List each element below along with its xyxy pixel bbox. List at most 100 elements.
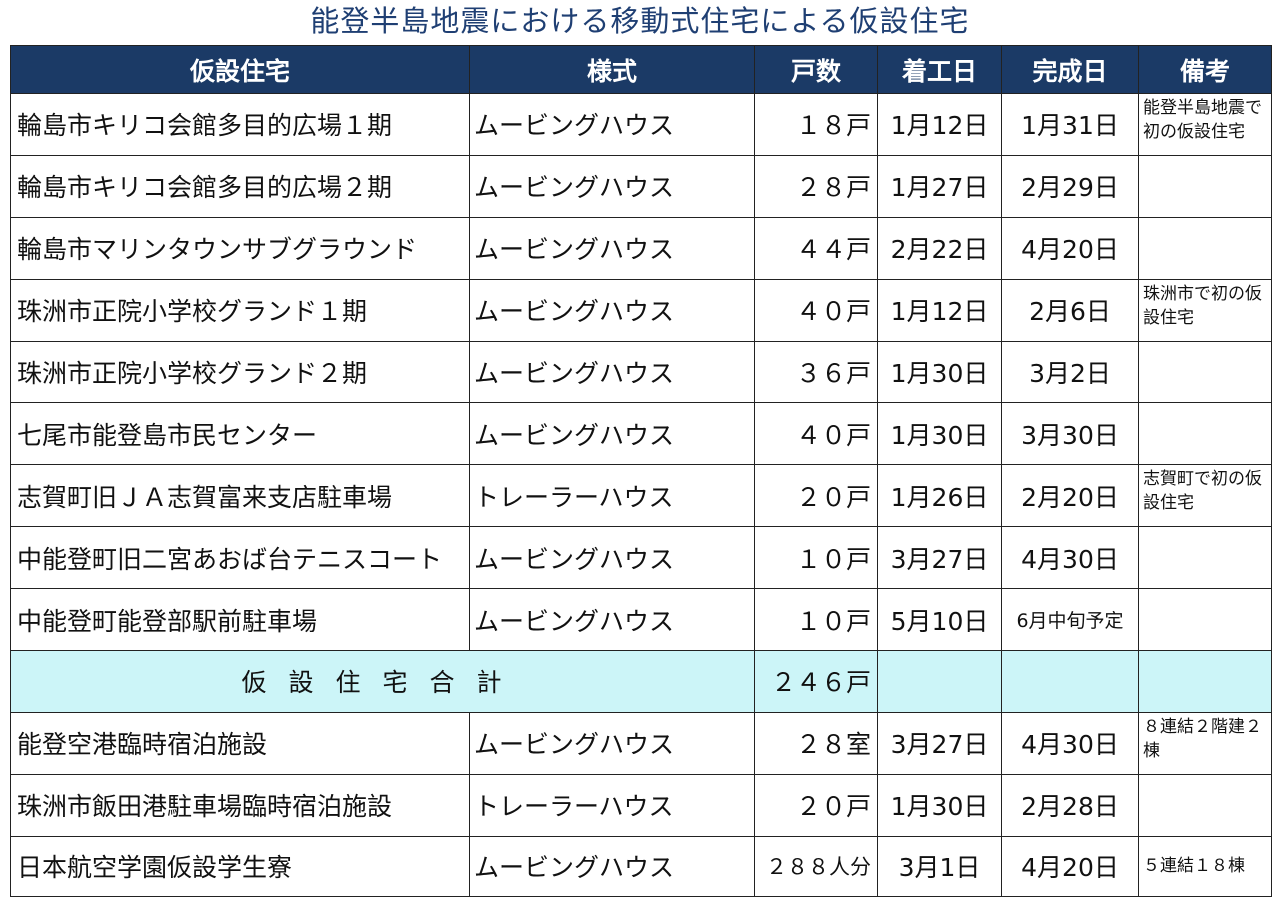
header-start-date: 着工日 [877, 45, 1002, 94]
start-date-cell: 1月26日 [877, 464, 1002, 528]
housing-name-cell: 七尾市能登島市民センター [10, 402, 470, 466]
housing-name-cell: 珠洲市飯田港駐車場臨時宿泊施設 [10, 773, 470, 837]
housing-name-cell: 珠洲市正院小学校グランド２期 [10, 340, 470, 404]
temporary-housing-table: 仮設住宅 様式 戸数 着工日 完成日 備考 輪島市キリコ会館多目的広場１期 ムービ… [10, 45, 1272, 897]
header-style: 様式 [469, 45, 755, 94]
start-date-cell: 1月27日 [877, 154, 1002, 218]
table-row: 日本航空学園仮設学生寮 ムービングハウス ２８８人分 3月1日 4月20日 ５連結１８棟 [10, 835, 1272, 897]
start-date-cell: 5月10日 [877, 588, 1002, 652]
start-date-cell: 3月27日 [877, 526, 1002, 590]
style-cell: ムービングハウス [469, 402, 755, 466]
units-cell: ４４戸 [754, 216, 878, 280]
style-cell: ムービングハウス [469, 526, 755, 590]
table-row: 珠洲市飯田港駐車場臨時宿泊施設 トレーラーハウス ２０戸 1月30日 2月28日 [10, 773, 1272, 837]
start-date-cell: 2月22日 [877, 216, 1002, 280]
notes-cell [1138, 588, 1272, 652]
start-date-cell: 3月1日 [877, 835, 1002, 897]
units-cell: ２０戸 [754, 464, 878, 528]
table-row: 珠洲市正院小学校グランド１期 ムービングハウス ４０戸 1月12日 2月6日 珠洲市で初の… [10, 278, 1272, 342]
complete-date-cell: 3月30日 [1001, 402, 1139, 466]
units-cell: １０戸 [754, 588, 878, 652]
notes-cell: 志賀町で初の仮設住宅 [1138, 464, 1272, 528]
table-row: 輪島市キリコ会館多目的広場１期 ムービングハウス １８戸 1月12日 1月31日 能登半島… [10, 93, 1272, 156]
start-date-cell: 3月27日 [877, 711, 1002, 775]
units-cell: ２０戸 [754, 773, 878, 837]
style-cell: ムービングハウス [469, 711, 755, 775]
notes-cell [1138, 154, 1272, 218]
total-label: 仮設住宅合計 [10, 650, 755, 713]
complete-date-cell: 3月2日 [1001, 340, 1139, 404]
total-row: 仮設住宅合計 ２４６戸 [10, 650, 1272, 713]
table-row: 輪島市キリコ会館多目的広場２期 ムービングハウス ２８戸 1月27日 2月29日 [10, 154, 1272, 218]
style-cell: トレーラーハウス [469, 464, 755, 528]
notes-cell [1138, 216, 1272, 280]
notes-cell: 能登半島地震で初の仮設住宅 [1138, 93, 1272, 156]
style-cell: トレーラーハウス [469, 773, 755, 837]
start-date-cell: 1月30日 [877, 340, 1002, 404]
units-cell: １０戸 [754, 526, 878, 590]
start-date-cell: 1月12日 [877, 93, 1002, 156]
complete-date-cell: 1月31日 [1001, 93, 1139, 156]
table-row: 中能登町旧二宮あおば台テニスコート ムービングハウス １０戸 3月27日 4月30日 [10, 526, 1272, 590]
units-cell: ４０戸 [754, 278, 878, 342]
housing-name-cell: 輪島市キリコ会館多目的広場２期 [10, 154, 470, 218]
notes-cell [1138, 340, 1272, 404]
header-housing: 仮設住宅 [10, 45, 470, 94]
style-cell: ムービングハウス [469, 340, 755, 404]
page-title: 能登半島地震における移動式住宅による仮設住宅 [310, 4, 970, 38]
units-cell: ２８室 [754, 711, 878, 775]
total-empty-start [877, 650, 1002, 713]
header-notes: 備考 [1138, 45, 1272, 94]
complete-date-cell: 6月中旬予定 [1001, 588, 1139, 652]
header-units: 戸数 [754, 45, 878, 94]
table-row: 志賀町旧ＪＡ志賀富来支店駐車場 トレーラーハウス ２０戸 1月26日 2月20日 志賀町で… [10, 464, 1272, 528]
complete-date-cell: 2月20日 [1001, 464, 1139, 528]
complete-date-cell: 4月20日 [1001, 216, 1139, 280]
table-row: 能登空港臨時宿泊施設 ムービングハウス ２８室 3月27日 4月30日 ８連結２階建２棟 [10, 711, 1272, 775]
housing-name-cell: 日本航空学園仮設学生寮 [10, 835, 470, 897]
start-date-cell: 1月30日 [877, 402, 1002, 466]
total-empty-complete [1001, 650, 1139, 713]
table-row: 珠洲市正院小学校グランド２期 ムービングハウス ３６戸 1月30日 3月2日 [10, 340, 1272, 404]
housing-name-cell: 輪島市マリンタウンサブグラウンド [10, 216, 470, 280]
complete-date-cell: 2月6日 [1001, 278, 1139, 342]
units-cell: ２８８人分 [754, 835, 878, 897]
style-cell: ムービングハウス [469, 278, 755, 342]
table-row: 七尾市能登島市民センター ムービングハウス ４０戸 1月30日 3月30日 [10, 402, 1272, 466]
units-cell: ４０戸 [754, 402, 878, 466]
housing-name-cell: 中能登町能登部駅前駐車場 [10, 588, 470, 652]
table-row: 輪島市マリンタウンサブグラウンド ムービングハウス ４４戸 2月22日 4月20日 [10, 216, 1272, 280]
complete-date-cell: 2月28日 [1001, 773, 1139, 837]
housing-name-cell: 志賀町旧ＪＡ志賀富来支店駐車場 [10, 464, 470, 528]
housing-name-cell: 輪島市キリコ会館多目的広場１期 [10, 93, 470, 156]
notes-cell [1138, 402, 1272, 466]
complete-date-cell: 4月20日 [1001, 835, 1139, 897]
table-body: 輪島市キリコ会館多目的広場１期 ムービングハウス １８戸 1月12日 1月31日 能登半島… [10, 93, 1272, 897]
units-cell: ２８戸 [754, 154, 878, 218]
units-cell: １８戸 [754, 93, 878, 156]
housing-name-cell: 中能登町旧二宮あおば台テニスコート [10, 526, 470, 590]
notes-cell: ５連結１８棟 [1138, 835, 1272, 897]
notes-cell: 珠洲市で初の仮設住宅 [1138, 278, 1272, 342]
style-cell: ムービングハウス [469, 216, 755, 280]
housing-name-cell: 珠洲市正院小学校グランド１期 [10, 278, 470, 342]
table-header: 仮設住宅 様式 戸数 着工日 完成日 備考 [10, 45, 1272, 94]
complete-date-cell: 2月29日 [1001, 154, 1139, 218]
style-cell: ムービングハウス [469, 835, 755, 897]
notes-cell: ８連結２階建２棟 [1138, 711, 1272, 775]
header-complete-date: 完成日 [1001, 45, 1139, 94]
header-row: 仮設住宅 様式 戸数 着工日 完成日 備考 [10, 45, 1272, 94]
total-units: ２４６戸 [754, 650, 878, 713]
units-cell: ３６戸 [754, 340, 878, 404]
notes-cell [1138, 526, 1272, 590]
start-date-cell: 1月12日 [877, 278, 1002, 342]
complete-date-cell: 4月30日 [1001, 711, 1139, 775]
style-cell: ムービングハウス [469, 588, 755, 652]
notes-cell [1138, 773, 1272, 837]
start-date-cell: 1月30日 [877, 773, 1002, 837]
style-cell: ムービングハウス [469, 93, 755, 156]
style-cell: ムービングハウス [469, 154, 755, 218]
housing-name-cell: 能登空港臨時宿泊施設 [10, 711, 470, 775]
table-row: 中能登町能登部駅前駐車場 ムービングハウス １０戸 5月10日 6月中旬予定 [10, 588, 1272, 652]
total-empty-notes [1138, 650, 1272, 713]
